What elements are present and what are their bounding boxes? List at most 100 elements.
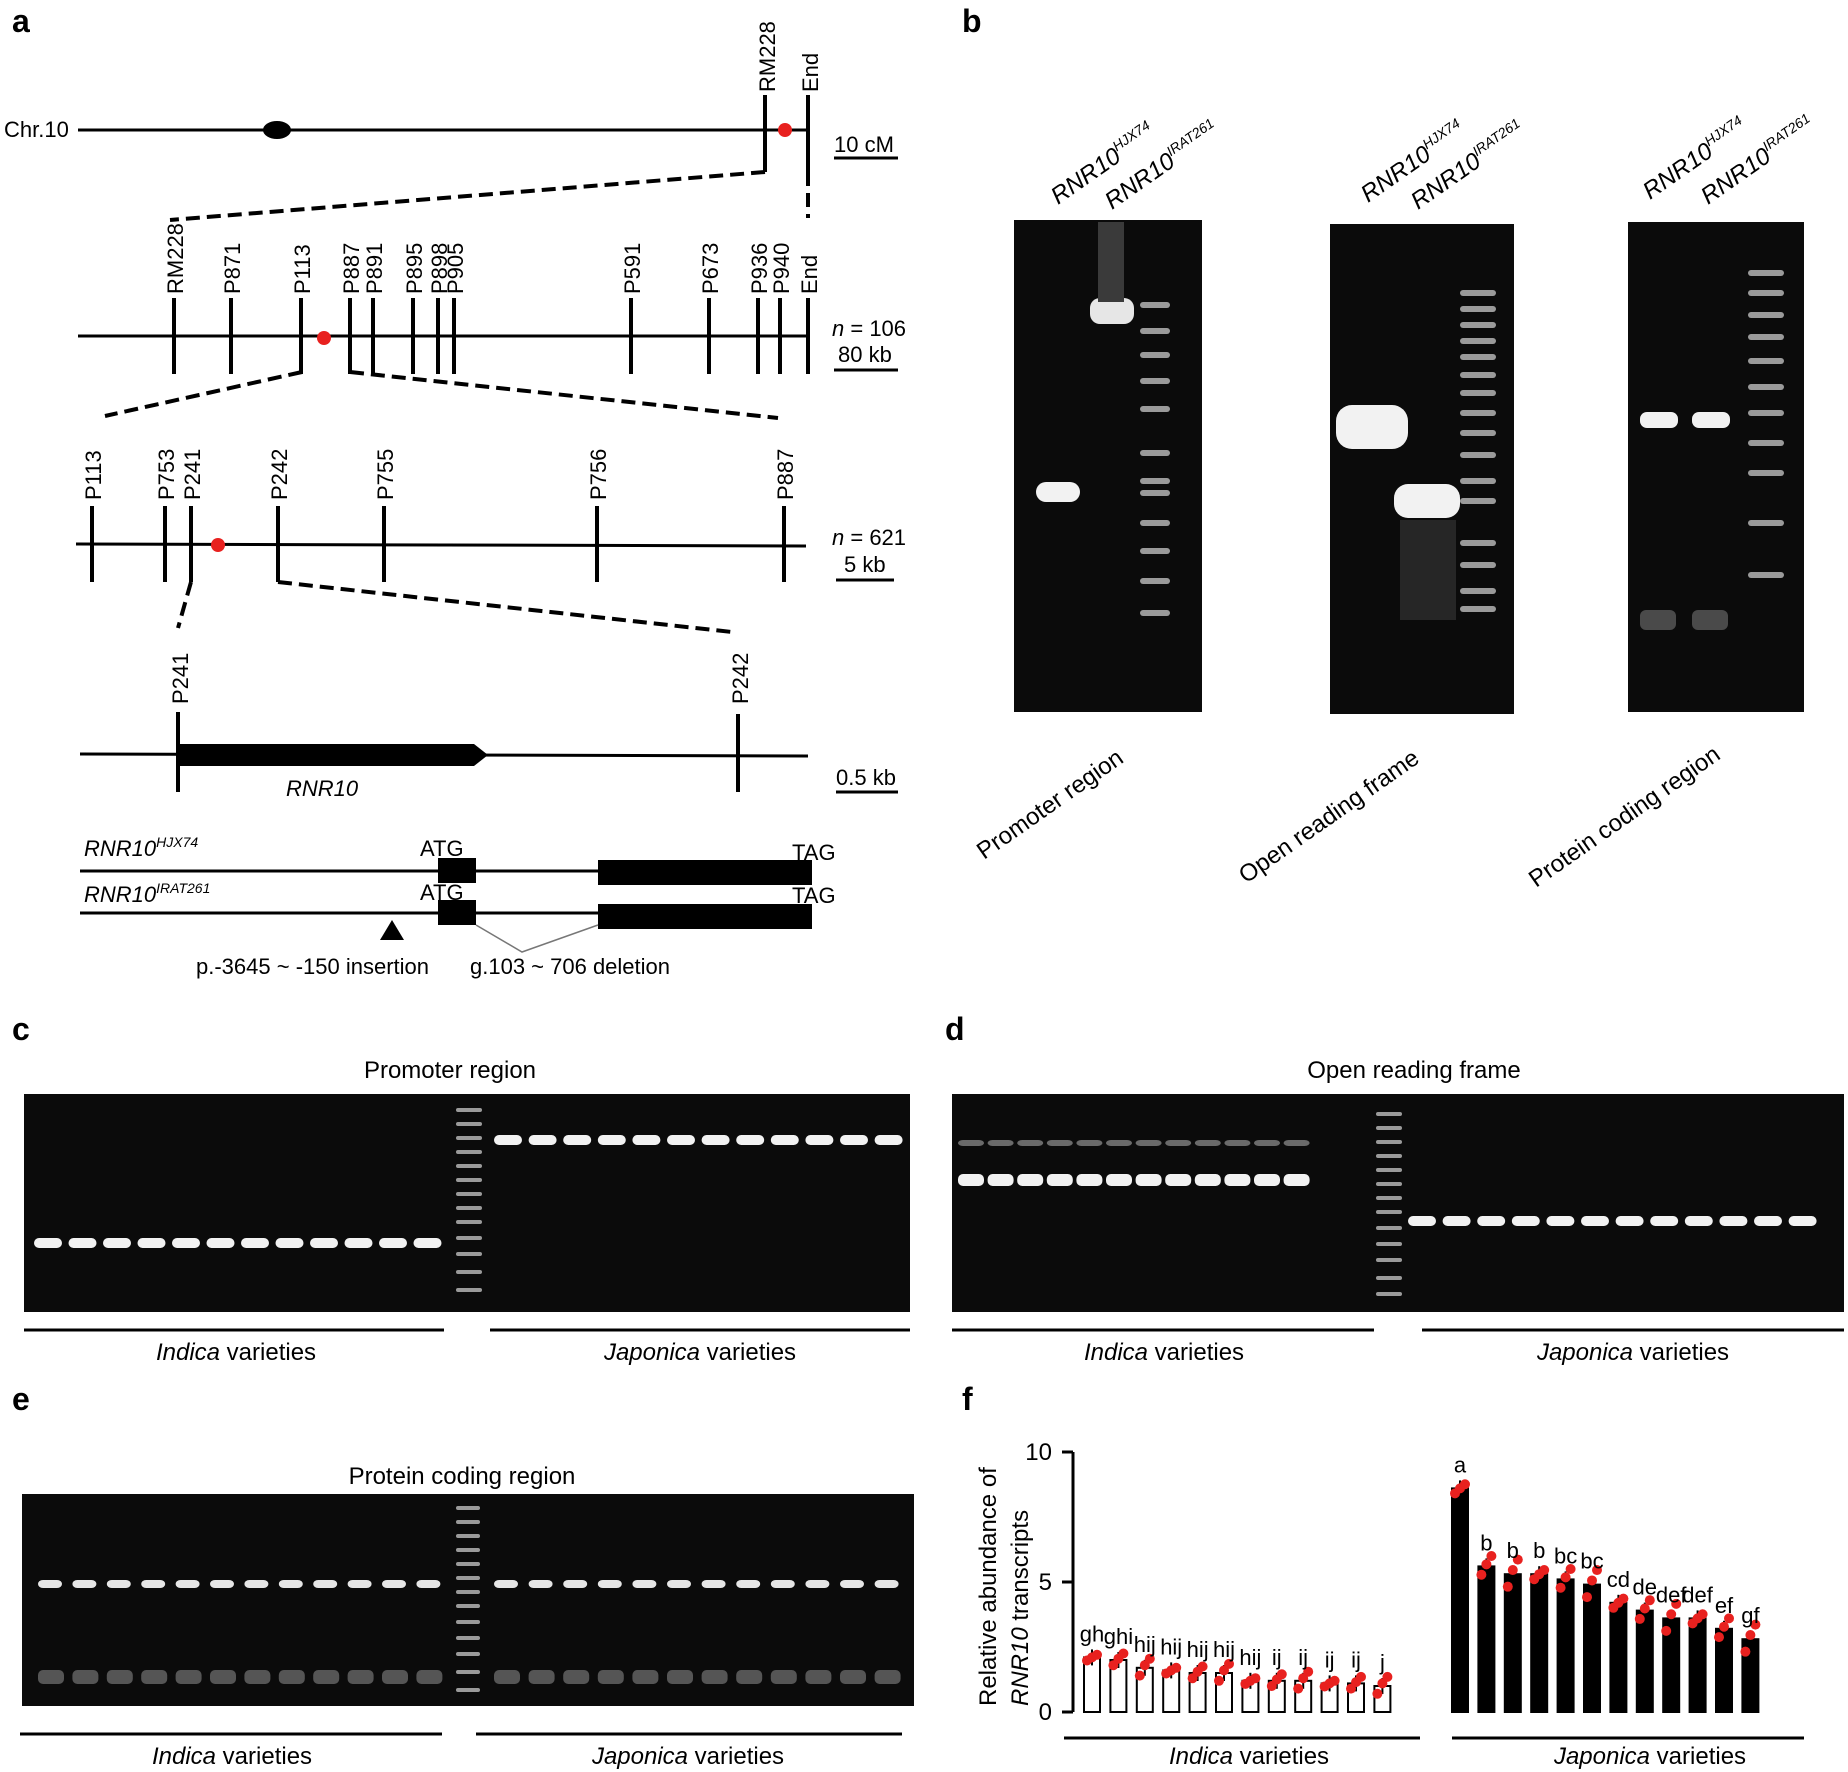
significance-letter: gh: [1080, 1621, 1104, 1646]
replicate-point: [1382, 1671, 1393, 1682]
allele1-start-codon: ATG: [420, 836, 464, 861]
significance-letter: gf: [1741, 1603, 1760, 1628]
panel-c-indica-label: Indica varieties: [156, 1339, 316, 1366]
marker-label-p891-l2: P891: [362, 243, 387, 294]
gel-band: [38, 1580, 62, 1588]
ladder-band: [1376, 1226, 1402, 1230]
ladder-band: [1376, 1140, 1402, 1144]
ladder-band: [456, 1270, 482, 1274]
ladder-band: [1748, 384, 1784, 390]
bar: [1609, 1601, 1628, 1714]
gel-band: [874, 1135, 903, 1145]
ladder-band: [456, 1122, 482, 1126]
gel-band: [141, 1580, 166, 1588]
gel-band: [770, 1580, 795, 1588]
significance-letter: cd: [1607, 1567, 1630, 1592]
significance-letter: hij: [1239, 1645, 1261, 1670]
zoom-line-2b: [349, 370, 779, 420]
gel-band: [770, 1670, 797, 1684]
gel-band: [1254, 1140, 1280, 1146]
ladder-band: [456, 1288, 482, 1292]
significance-letter: bc: [1554, 1543, 1577, 1568]
gel-band: [1283, 1140, 1310, 1146]
ladder-band: [1748, 334, 1784, 340]
ladder-band: [456, 1520, 480, 1524]
allele1-exon1: [438, 858, 476, 883]
panel-e-indica-label: Indica varieties: [152, 1743, 312, 1770]
gel-band: [72, 1580, 97, 1588]
gel-band: [1106, 1174, 1132, 1186]
panel-e: Protein coding region Indica varieties J…: [20, 1463, 914, 1770]
ladder-band: [1376, 1276, 1402, 1280]
y-tick-label: 10: [1025, 1439, 1052, 1466]
gel-band: [244, 1670, 271, 1684]
gel-band: [210, 1580, 234, 1588]
centromere: [263, 121, 291, 139]
marker-label-end-l1: End: [798, 53, 823, 92]
replicate-point: [1476, 1569, 1487, 1580]
panel-e-japonica-label: Japonica varieties: [591, 1743, 784, 1770]
deletion-connector: [475, 924, 599, 953]
gel-band: [840, 1135, 868, 1145]
gel-band: [528, 1135, 557, 1145]
replicate-point: [1740, 1646, 1751, 1657]
ladder-band: [456, 1178, 482, 1182]
significance-letter: b: [1507, 1538, 1519, 1563]
gel-band: [874, 1670, 901, 1684]
gel-band: [1046, 1140, 1073, 1146]
gel-band: [1615, 1216, 1644, 1226]
bar: [1556, 1578, 1575, 1714]
gel-band: [874, 1580, 899, 1588]
gel-d-image: [952, 1094, 1844, 1312]
map-line-3: [75, 542, 807, 548]
allele2-start-codon: ATG: [420, 880, 464, 905]
gel-band: [805, 1580, 830, 1588]
replicate-point: [1644, 1595, 1655, 1606]
gel-band: [1194, 1174, 1221, 1186]
ladder-band: [1460, 290, 1496, 296]
scale-label-4: 0.5 kb: [836, 765, 896, 790]
replicate-point: [1714, 1632, 1724, 1643]
replicate-point: [1502, 1581, 1513, 1592]
ladder-band: [456, 1220, 482, 1224]
gel-band: [1017, 1174, 1044, 1186]
panel-letter-c: c: [12, 1011, 30, 1047]
marker-label-end-l2: End: [797, 255, 822, 294]
gel-band: [175, 1670, 202, 1684]
gel-band: [106, 1670, 133, 1684]
gel2-smear: [1400, 520, 1456, 620]
gel1-smear: [1098, 222, 1124, 302]
gel2-band-hjx74: [1336, 405, 1408, 449]
panel-b: RNR10HJX74 RNR10IRAT261 RNR10HJX74 RNR10…: [972, 110, 1813, 893]
replicate-point: [1197, 1661, 1208, 1672]
panel-letter-a: a: [12, 3, 30, 39]
significance-letter: hij: [1187, 1637, 1209, 1662]
gel-e-bands: [38, 1506, 901, 1692]
gel3-image: [1628, 222, 1804, 712]
replicate-point: [1486, 1551, 1497, 1561]
panel-letter-d: d: [945, 1011, 965, 1047]
gel1-band-hjx74: [1036, 482, 1080, 502]
gel-band: [736, 1670, 763, 1684]
ladder-band: [1460, 354, 1496, 360]
ladder-band: [1140, 378, 1170, 384]
gel-band: [38, 1670, 64, 1684]
panel-d-indica-label: Indica varieties: [1084, 1339, 1244, 1366]
allele1-exon2: [598, 860, 812, 885]
gel-band: [1442, 1216, 1471, 1226]
replicate-point: [1555, 1582, 1566, 1593]
gel-band: [701, 1670, 728, 1684]
level3-marker-labels: P113 P753 P241 P242 P755 P756 P887: [81, 449, 798, 500]
gel-band: [667, 1135, 695, 1145]
gel3-band-irat261: [1692, 412, 1730, 428]
ladder-band: [1460, 410, 1496, 416]
gel-band: [701, 1580, 726, 1588]
marker-label-p756-l3: P756: [586, 449, 611, 500]
ladder-band: [1460, 452, 1496, 458]
gel-band: [494, 1670, 520, 1684]
gel-d-bands: [958, 1112, 1817, 1296]
gel-band: [1224, 1140, 1251, 1146]
gel2-ladder: [1460, 290, 1496, 612]
gel-band: [597, 1580, 622, 1588]
